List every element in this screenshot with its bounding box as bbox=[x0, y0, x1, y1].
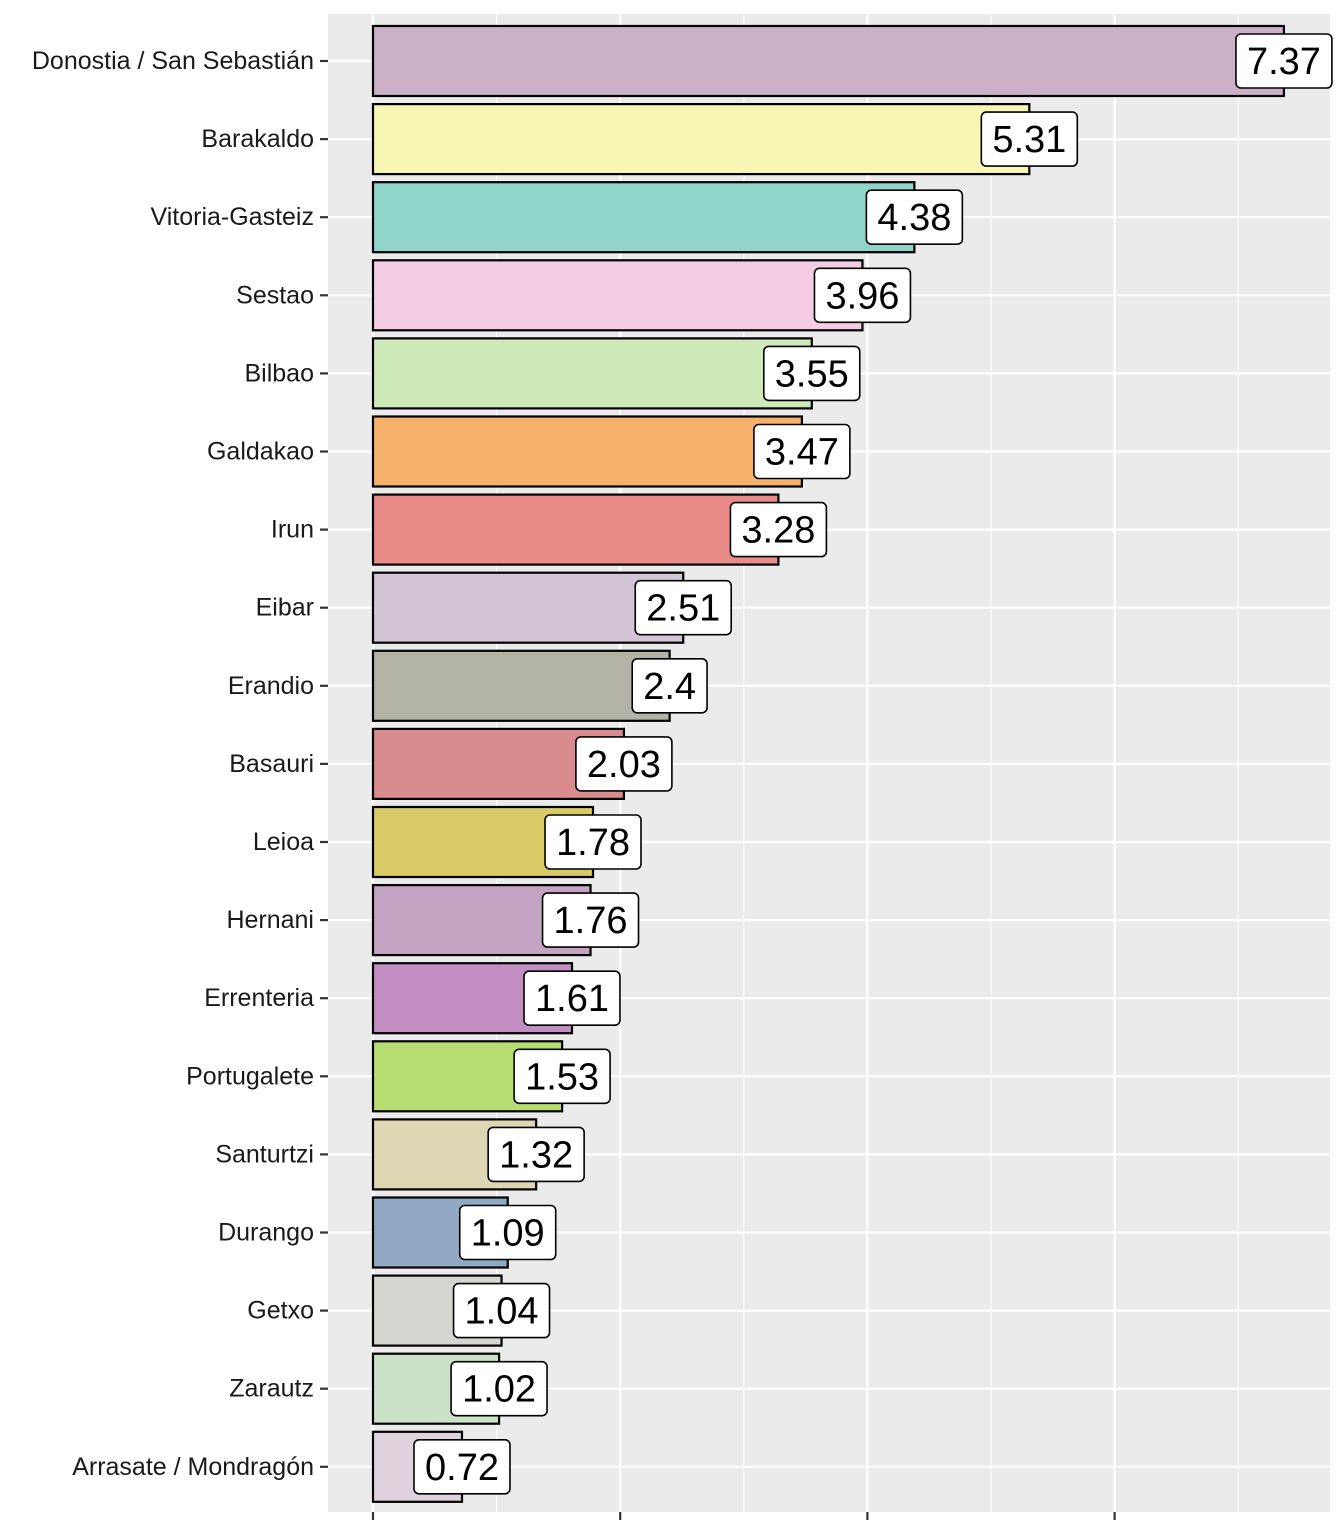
data-labels: 7.37 5.31 4.38 3.96 3.55 3.47 3.28 2.51 2.4 2.03 1… bbox=[413, 33, 1333, 1495]
bar bbox=[371, 181, 916, 254]
data-label-text: 1.53 bbox=[525, 1056, 599, 1098]
data-label-text: 3.55 bbox=[775, 353, 849, 395]
category-label: Erandio bbox=[228, 672, 314, 700]
data-label-box bbox=[544, 814, 642, 870]
data-label: 1.78 bbox=[544, 814, 642, 870]
category-label: Donostia / San Sebastián bbox=[32, 47, 314, 75]
data-label-box bbox=[487, 1126, 585, 1183]
category-axis: Donostia / San Sebastián Barakaldo Vitoria… bbox=[32, 47, 328, 1481]
data-label-box bbox=[450, 1360, 548, 1417]
data-label-text: 2.03 bbox=[587, 744, 661, 786]
data-label-text: 5.31 bbox=[992, 119, 1066, 161]
bar bbox=[371, 259, 864, 332]
data-label: 2.51 bbox=[634, 579, 733, 636]
category-label: Eibar bbox=[256, 594, 314, 622]
data-label-box bbox=[458, 1204, 557, 1261]
data-label: 1.61 bbox=[523, 970, 621, 1027]
category-label: Arrasate / Mondragón bbox=[72, 1453, 314, 1481]
data-label-text: 0.72 bbox=[425, 1447, 499, 1489]
data-label-box bbox=[523, 970, 621, 1027]
data-label: 1.02 bbox=[450, 1360, 548, 1417]
data-label: 7.37 bbox=[1235, 33, 1333, 89]
data-label-box bbox=[541, 892, 640, 948]
bar bbox=[371, 337, 813, 410]
value-axis-ticks bbox=[371, 1512, 1116, 1520]
data-label: 1.53 bbox=[513, 1048, 611, 1105]
data-label-box bbox=[753, 423, 851, 480]
data-label-text: 1.02 bbox=[462, 1369, 536, 1411]
data-label: 2.03 bbox=[575, 736, 673, 792]
category-label: Basauri bbox=[229, 750, 314, 778]
category-label: Santurtzi bbox=[215, 1140, 314, 1168]
data-label-box bbox=[1235, 33, 1333, 89]
bar bbox=[371, 415, 803, 488]
category-label: Irun bbox=[271, 516, 314, 544]
category-label: Leioa bbox=[253, 828, 314, 856]
data-label-box bbox=[631, 657, 708, 714]
bar bbox=[371, 649, 671, 722]
category-label: Barakaldo bbox=[201, 125, 314, 153]
category-label: Vitoria-Gasteiz bbox=[151, 203, 315, 231]
bar bbox=[371, 24, 1286, 98]
data-label: 1.32 bbox=[487, 1126, 585, 1183]
data-label-box bbox=[980, 111, 1079, 167]
data-label-text: 2.51 bbox=[646, 588, 720, 630]
data-label-text: 1.78 bbox=[556, 822, 630, 864]
data-label: 0.72 bbox=[413, 1439, 511, 1495]
category-label: Errenteria bbox=[204, 984, 314, 1012]
data-label: 1.76 bbox=[541, 892, 640, 948]
category-label: Hernani bbox=[226, 906, 314, 934]
data-label-box bbox=[813, 267, 912, 324]
category-label: Zarautz bbox=[229, 1375, 314, 1403]
data-label-box bbox=[413, 1439, 511, 1495]
data-label-box bbox=[575, 736, 673, 792]
data-label-text: 4.38 bbox=[877, 197, 951, 239]
data-label-text: 1.32 bbox=[499, 1134, 573, 1176]
data-label-text: 1.04 bbox=[465, 1291, 539, 1333]
data-label-text: 3.28 bbox=[741, 510, 815, 552]
category-label: Sestao bbox=[236, 281, 314, 309]
bar bbox=[371, 571, 685, 644]
bar bbox=[371, 102, 1031, 176]
category-label: Getxo bbox=[247, 1297, 314, 1325]
data-label-box bbox=[762, 345, 861, 402]
data-label-box bbox=[634, 579, 733, 636]
data-label: 3.28 bbox=[729, 501, 828, 558]
data-label-text: 3.96 bbox=[825, 275, 899, 317]
data-label: 5.31 bbox=[980, 111, 1079, 167]
data-label-text: 3.47 bbox=[765, 432, 839, 474]
data-label-box bbox=[452, 1282, 551, 1339]
data-label: 3.55 bbox=[762, 345, 861, 402]
category-label: Galdakao bbox=[207, 438, 314, 466]
data-label-text: 1.61 bbox=[535, 978, 609, 1020]
data-label-box bbox=[865, 189, 964, 245]
data-label: 3.96 bbox=[813, 267, 912, 324]
data-label: 4.38 bbox=[865, 189, 964, 245]
data-label: 1.04 bbox=[452, 1282, 551, 1339]
data-label-text: 1.09 bbox=[471, 1213, 545, 1255]
data-label-text: 2.4 bbox=[643, 666, 696, 708]
category-label: Bilbao bbox=[245, 359, 315, 387]
data-label-box bbox=[729, 501, 828, 558]
data-label-box bbox=[513, 1048, 611, 1105]
data-label: 3.47 bbox=[753, 423, 851, 480]
data-label: 2.4 bbox=[631, 657, 708, 714]
bar bbox=[371, 493, 780, 566]
category-label: Durango bbox=[218, 1219, 314, 1247]
category-label: Portugalete bbox=[186, 1062, 314, 1090]
data-label: 1.09 bbox=[458, 1204, 557, 1261]
data-label-text: 1.76 bbox=[554, 900, 628, 942]
data-label-text: 7.37 bbox=[1247, 41, 1321, 83]
